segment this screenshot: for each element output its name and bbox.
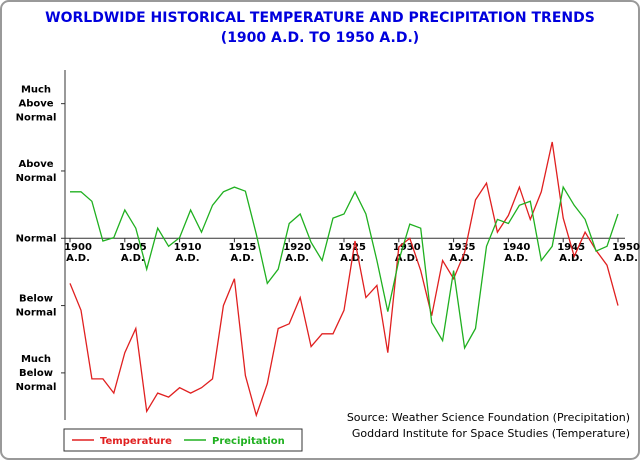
series-line — [70, 185, 619, 350]
source-note: Source: Weather Science Foundation (Prec… — [347, 411, 630, 424]
x-tick-label: 1950 A.D. — [612, 242, 640, 264]
chart-subtitle: (1900 A.D. TO 1950 A.D.) — [221, 30, 419, 46]
legend-label: Temperature — [100, 436, 172, 447]
y-tick-label: Above Normal — [16, 159, 57, 184]
x-tick-label: 1900 A.D. — [64, 242, 92, 264]
source-note: Goddard Institute for Space Studies (Tem… — [352, 427, 630, 440]
x-tick-label: 1940 A.D. — [502, 242, 530, 264]
x-tick-label: 1930 A.D. — [393, 242, 421, 264]
y-tick-label: Below Normal — [16, 294, 57, 319]
x-tick-label: 1905 A.D. — [119, 242, 147, 264]
y-tick-label: Much Below Normal — [16, 354, 57, 393]
legend-box — [63, 428, 303, 452]
legend-label: Precipitation — [212, 436, 285, 447]
x-tick-label: 1915 A.D. — [228, 242, 256, 264]
x-tick-label: 1910 A.D. — [174, 242, 202, 264]
x-tick-label: 1920 A.D. — [283, 242, 311, 264]
series-line — [69, 141, 619, 418]
y-tick-label: Normal — [16, 233, 57, 244]
chart-title: WORLDWIDE HISTORICAL TEMPERATURE AND PRE… — [45, 10, 595, 26]
y-tick-label: Much Above Normal — [16, 85, 57, 124]
